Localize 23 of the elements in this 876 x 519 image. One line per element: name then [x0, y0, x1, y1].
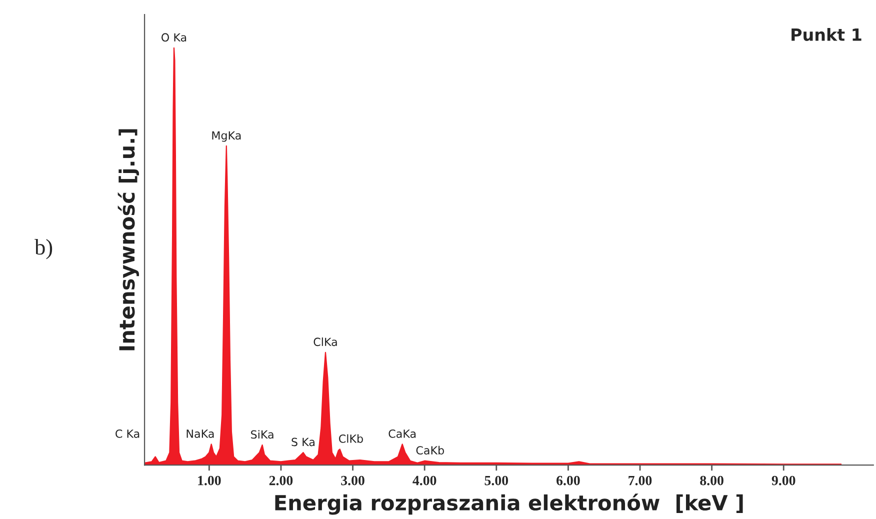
- annotation: CaKb: [416, 446, 444, 455]
- x-tick-label: 1.00: [198, 476, 221, 486]
- chart-title: Punkt 1: [792, 28, 862, 41]
- x-tick-label: 9.00: [772, 476, 796, 486]
- text: b): [34, 239, 52, 260]
- x-tick-label: 8.00: [700, 476, 724, 486]
- annotation: CaKa: [388, 429, 416, 438]
- annotation: ClKb: [338, 434, 363, 443]
- x-tick-label: 7.00: [628, 476, 652, 486]
- y-axis-title: Intensywność [j.u.]: [118, 129, 139, 350]
- x-axis-title: Energia rozpraszania elektronów [keV ]: [275, 494, 743, 515]
- annotation: SiKa: [251, 430, 274, 439]
- x-tick-label: 2.00: [269, 476, 293, 486]
- annotation: O Ka: [162, 33, 186, 42]
- x-tick-label: 6.00: [556, 476, 580, 486]
- annotation: NaKa: [186, 430, 214, 438]
- annotation: ClKa: [314, 337, 337, 346]
- annotation: MgKa: [212, 131, 241, 142]
- x-tick-label: 4.00: [412, 476, 436, 486]
- x-tick-label: 5.00: [484, 476, 508, 486]
- x-tick-label: 3.00: [341, 476, 364, 486]
- annotation: S Ka: [292, 438, 314, 446]
- annotation: C Ka: [116, 429, 140, 438]
